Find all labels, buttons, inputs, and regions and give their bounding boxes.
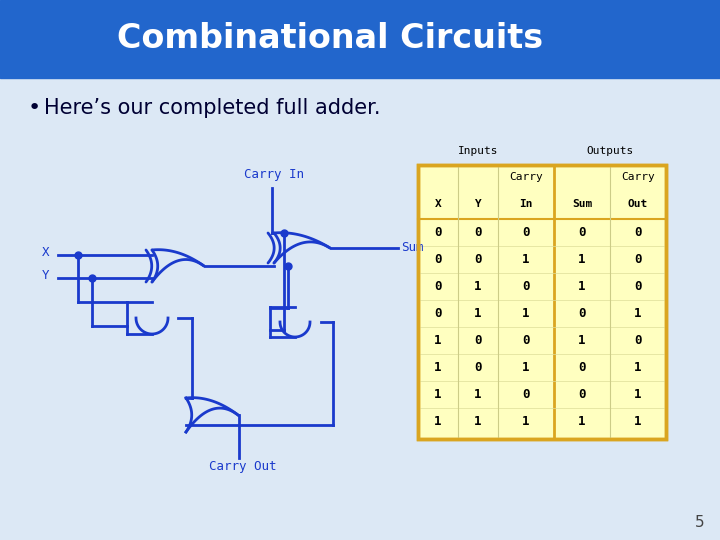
Text: 0: 0 bbox=[474, 226, 482, 239]
Text: Inputs: Inputs bbox=[458, 146, 498, 156]
Text: 0: 0 bbox=[634, 226, 642, 239]
Bar bbox=[418, 165, 666, 439]
Text: 0: 0 bbox=[634, 280, 642, 293]
Text: 1: 1 bbox=[474, 388, 482, 401]
Text: 1: 1 bbox=[474, 307, 482, 320]
Text: Sum: Sum bbox=[401, 241, 423, 254]
Text: Carry Out: Carry Out bbox=[209, 460, 276, 473]
Text: 0: 0 bbox=[434, 307, 442, 320]
Text: 0: 0 bbox=[522, 388, 530, 401]
Text: 1: 1 bbox=[634, 307, 642, 320]
Text: 0: 0 bbox=[578, 388, 586, 401]
Text: 1: 1 bbox=[434, 388, 442, 401]
Text: 0: 0 bbox=[434, 226, 442, 239]
Text: 1: 1 bbox=[634, 415, 642, 428]
Text: Y: Y bbox=[474, 199, 482, 209]
Text: 0: 0 bbox=[522, 280, 530, 293]
Text: •: • bbox=[28, 98, 41, 118]
Text: In: In bbox=[519, 199, 533, 209]
Text: 1: 1 bbox=[434, 334, 442, 347]
Text: 0: 0 bbox=[474, 334, 482, 347]
Text: 1: 1 bbox=[578, 334, 586, 347]
Text: 1: 1 bbox=[578, 253, 586, 266]
Text: Out: Out bbox=[628, 199, 648, 209]
Text: 1: 1 bbox=[474, 415, 482, 428]
Text: 0: 0 bbox=[578, 307, 586, 320]
Text: Y: Y bbox=[42, 269, 50, 282]
Text: Here’s our completed full adder.: Here’s our completed full adder. bbox=[44, 98, 380, 118]
Text: 1: 1 bbox=[578, 280, 586, 293]
Text: 0: 0 bbox=[434, 253, 442, 266]
Text: 1: 1 bbox=[522, 361, 530, 374]
Text: Carry: Carry bbox=[621, 172, 655, 182]
Text: 1: 1 bbox=[474, 280, 482, 293]
Text: 0: 0 bbox=[634, 253, 642, 266]
Text: Combinational Circuits: Combinational Circuits bbox=[117, 23, 543, 56]
Text: 0: 0 bbox=[474, 361, 482, 374]
Text: Outputs: Outputs bbox=[586, 146, 634, 156]
Text: 0: 0 bbox=[434, 280, 442, 293]
Text: 0: 0 bbox=[578, 226, 586, 239]
Bar bbox=[0, 0, 720, 78]
Text: Sum: Sum bbox=[572, 199, 592, 209]
Text: 0: 0 bbox=[522, 226, 530, 239]
Text: Carry: Carry bbox=[509, 172, 543, 182]
Text: 1: 1 bbox=[434, 361, 442, 374]
Bar bbox=[418, 165, 666, 439]
Text: 1: 1 bbox=[522, 307, 530, 320]
Text: 0: 0 bbox=[522, 334, 530, 347]
Text: X: X bbox=[42, 246, 50, 259]
Text: 0: 0 bbox=[634, 334, 642, 347]
Text: X: X bbox=[435, 199, 441, 209]
Text: 1: 1 bbox=[578, 415, 586, 428]
Text: 1: 1 bbox=[634, 361, 642, 374]
Text: 1: 1 bbox=[522, 415, 530, 428]
Text: 0: 0 bbox=[474, 253, 482, 266]
Text: Carry In: Carry In bbox=[244, 168, 304, 181]
Text: 5: 5 bbox=[696, 515, 705, 530]
Text: 1: 1 bbox=[634, 388, 642, 401]
Text: 1: 1 bbox=[434, 415, 442, 428]
Text: 0: 0 bbox=[578, 361, 586, 374]
Text: 1: 1 bbox=[522, 253, 530, 266]
